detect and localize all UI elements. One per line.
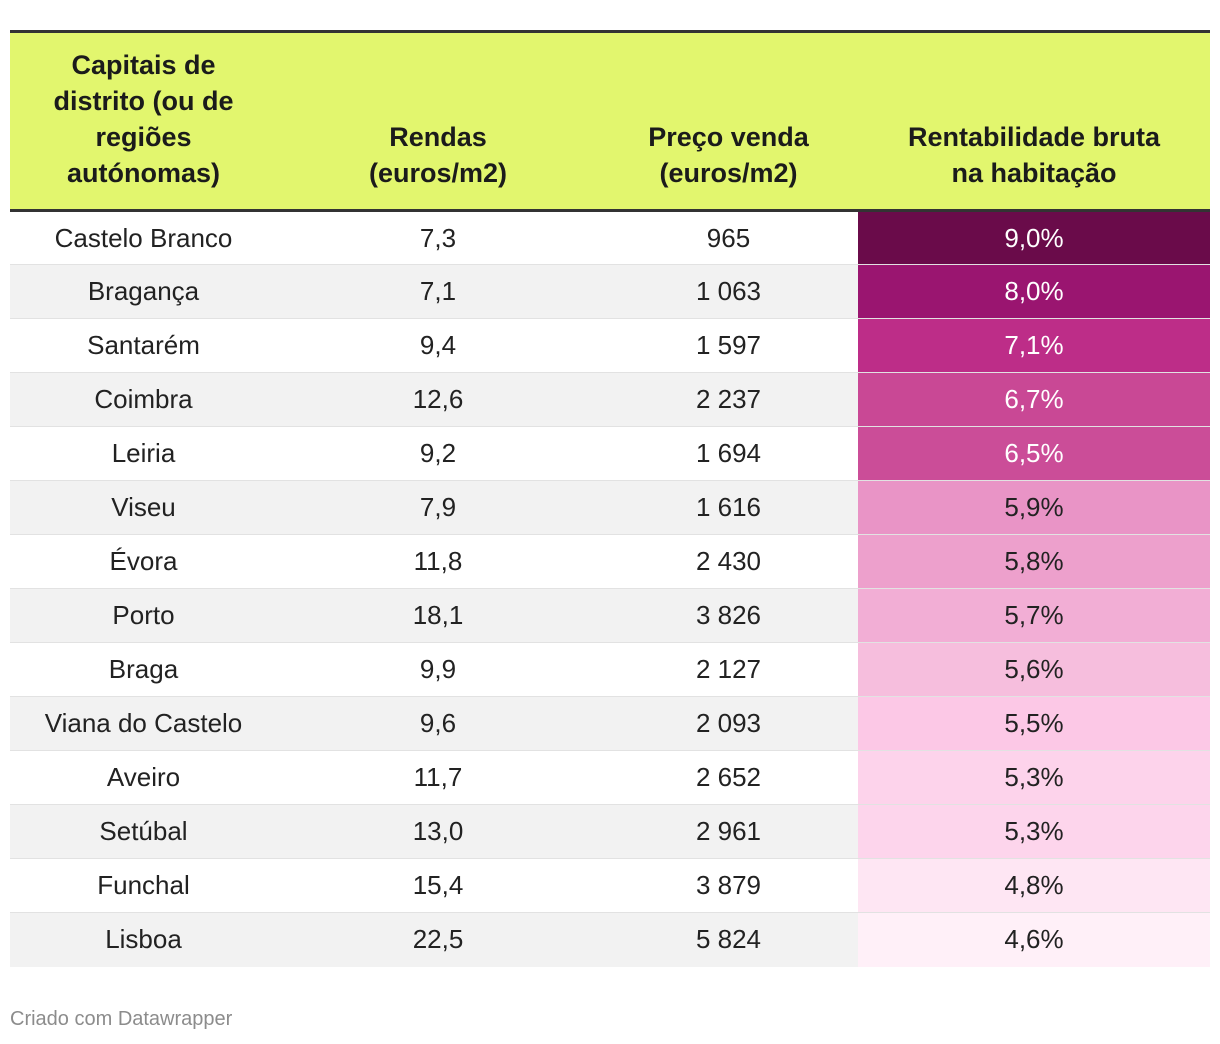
rent-cell: 12,6 bbox=[277, 372, 599, 427]
rent-cell: 15,4 bbox=[277, 858, 599, 913]
price-cell: 1 616 bbox=[599, 480, 858, 535]
city-cell: Coimbra bbox=[10, 372, 277, 427]
yield-cell: 5,8% bbox=[858, 534, 1210, 589]
city-cell: Bragança bbox=[10, 264, 277, 319]
table-row: Setúbal 13,0 2 961 5,3% bbox=[10, 804, 1210, 859]
rent-cell: 11,7 bbox=[277, 750, 599, 805]
rent-cell: 13,0 bbox=[277, 804, 599, 859]
table-row: Viana do Castelo 9,6 2 093 5,5% bbox=[10, 696, 1210, 751]
city-cell: Aveiro bbox=[10, 750, 277, 805]
table-row: Évora 11,8 2 430 5,8% bbox=[10, 534, 1210, 589]
city-cell: Setúbal bbox=[10, 804, 277, 859]
city-cell: Viana do Castelo bbox=[10, 696, 277, 751]
yield-cell: 4,8% bbox=[858, 858, 1210, 913]
price-cell: 2 652 bbox=[599, 750, 858, 805]
city-cell: Santarém bbox=[10, 318, 277, 373]
rent-cell: 18,1 bbox=[277, 588, 599, 643]
table-row: Santarém 9,4 1 597 7,1% bbox=[10, 318, 1210, 373]
rent-cell: 11,8 bbox=[277, 534, 599, 589]
price-cell: 3 826 bbox=[599, 588, 858, 643]
yield-cell: 5,3% bbox=[858, 750, 1210, 805]
city-cell: Porto bbox=[10, 588, 277, 643]
table-row: Funchal 15,4 3 879 4,8% bbox=[10, 858, 1210, 913]
rent-cell: 7,9 bbox=[277, 480, 599, 535]
yield-cell: 4,6% bbox=[858, 912, 1210, 967]
rent-cell: 9,9 bbox=[277, 642, 599, 697]
rent-cell: 9,4 bbox=[277, 318, 599, 373]
rent-cell: 7,1 bbox=[277, 264, 599, 319]
column-header-yield[interactable]: Rentabilidade bruta na habitação bbox=[858, 30, 1210, 212]
rent-cell: 9,2 bbox=[277, 426, 599, 481]
yield-cell: 6,5% bbox=[858, 426, 1210, 481]
price-cell: 965 bbox=[599, 210, 858, 265]
price-cell: 1 597 bbox=[599, 318, 858, 373]
table-row: Bragança 7,1 1 063 8,0% bbox=[10, 264, 1210, 319]
city-cell: Leiria bbox=[10, 426, 277, 481]
price-cell: 1 694 bbox=[599, 426, 858, 481]
column-header-rent[interactable]: Rendas (euros/m2) bbox=[277, 30, 599, 212]
column-header-city[interactable]: Capitais de distrito (ou de regiões autó… bbox=[10, 30, 277, 212]
yield-cell: 5,6% bbox=[858, 642, 1210, 697]
data-table-container: Capitais de distrito (ou de regiões autó… bbox=[10, 30, 1210, 967]
price-cell: 2 961 bbox=[599, 804, 858, 859]
footer-credit: Criado com Datawrapper bbox=[10, 1008, 233, 1030]
price-cell: 2 237 bbox=[599, 372, 858, 427]
table-row: Coimbra 12,6 2 237 6,7% bbox=[10, 372, 1210, 427]
price-cell: 2 430 bbox=[599, 534, 858, 589]
yield-cell: 5,9% bbox=[858, 480, 1210, 535]
table-body: Castelo Branco 7,3 965 9,0% Bragança 7,1 1 063… bbox=[10, 210, 1210, 967]
yield-cell: 5,7% bbox=[858, 588, 1210, 643]
rental-yield-table: Capitais de distrito (ou de regiões autó… bbox=[10, 30, 1210, 967]
yield-cell: 5,5% bbox=[858, 696, 1210, 751]
city-cell: Funchal bbox=[10, 858, 277, 913]
price-cell: 5 824 bbox=[599, 912, 858, 967]
price-cell: 2 127 bbox=[599, 642, 858, 697]
city-cell: Lisboa bbox=[10, 912, 277, 967]
table-row: Porto 18,1 3 826 5,7% bbox=[10, 588, 1210, 643]
table-row: Aveiro 11,7 2 652 5,3% bbox=[10, 750, 1210, 805]
table-row: Castelo Branco 7,3 965 9,0% bbox=[10, 210, 1210, 265]
table-header-row: Capitais de distrito (ou de regiões autó… bbox=[10, 30, 1210, 212]
rent-cell: 7,3 bbox=[277, 210, 599, 265]
yield-cell: 7,1% bbox=[858, 318, 1210, 373]
table-row: Leiria 9,2 1 694 6,5% bbox=[10, 426, 1210, 481]
yield-cell: 8,0% bbox=[858, 264, 1210, 319]
yield-cell: 6,7% bbox=[858, 372, 1210, 427]
city-cell: Braga bbox=[10, 642, 277, 697]
city-cell: Viseu bbox=[10, 480, 277, 535]
city-cell: Castelo Branco bbox=[10, 210, 277, 265]
table-row: Viseu 7,9 1 616 5,9% bbox=[10, 480, 1210, 535]
city-cell: Évora bbox=[10, 534, 277, 589]
column-header-price[interactable]: Preço venda (euros/m2) bbox=[599, 30, 858, 212]
yield-cell: 9,0% bbox=[858, 210, 1210, 265]
rent-cell: 22,5 bbox=[277, 912, 599, 967]
table-row: Lisboa 22,5 5 824 4,6% bbox=[10, 912, 1210, 967]
price-cell: 1 063 bbox=[599, 264, 858, 319]
table-row: Braga 9,9 2 127 5,6% bbox=[10, 642, 1210, 697]
price-cell: 3 879 bbox=[599, 858, 858, 913]
yield-cell: 5,3% bbox=[858, 804, 1210, 859]
price-cell: 2 093 bbox=[599, 696, 858, 751]
rent-cell: 9,6 bbox=[277, 696, 599, 751]
